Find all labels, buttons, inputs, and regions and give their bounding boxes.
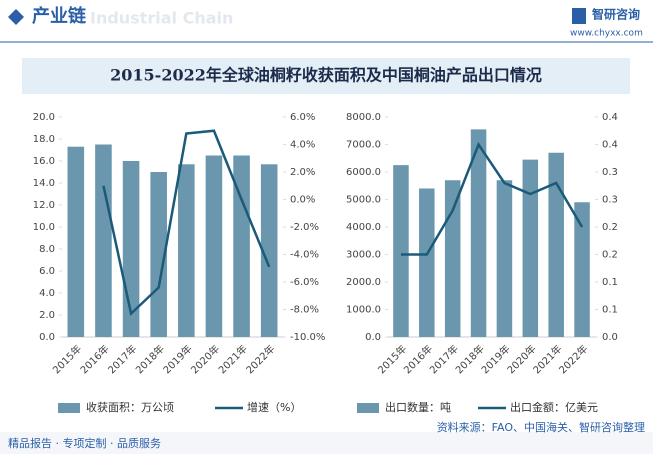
source: 资料来源：FAO、中国海关、智研咨询整理 xyxy=(437,420,645,434)
y-tick-label: 6.0 xyxy=(39,266,55,277)
line xyxy=(400,141,584,256)
bar xyxy=(444,180,461,337)
bar xyxy=(178,164,195,337)
y2-tick-label: 0.2 xyxy=(602,222,618,233)
y-tick-label: 18.0 xyxy=(33,134,55,145)
chart-title: 2015-2022年全球油桐籽收获面积及中国桐油产品出口情况 xyxy=(110,66,542,85)
legend-label: 出口金额：亿美元 xyxy=(510,400,598,414)
y2-tick-label: -6.0% xyxy=(290,277,319,288)
footer-bg xyxy=(0,432,653,454)
y2-tick-label: 0.0% xyxy=(290,195,315,206)
bar xyxy=(548,152,564,337)
y-tick-label: 6000.0 xyxy=(346,167,381,178)
y2-tick-label: 0.4 xyxy=(602,140,618,151)
bar xyxy=(522,159,539,337)
footer-left: 精品报告 · 专项定制 · 品质服务 xyxy=(8,436,161,450)
bar xyxy=(393,165,409,337)
bar xyxy=(260,164,278,337)
y-tick-label: 12.0 xyxy=(33,200,55,211)
bar xyxy=(95,144,112,337)
url: www.chyxx.com xyxy=(570,29,643,39)
y-tick-label: 7000.0 xyxy=(346,140,381,151)
y2-tick-label: 6.0% xyxy=(290,112,315,123)
y2-tick-label: -2.0% xyxy=(290,222,319,233)
y2-tick-label: -10.0% xyxy=(290,332,325,343)
legend-label: 收获面积：万公顷 xyxy=(86,400,174,414)
y2-tick-label: 0.4 xyxy=(602,112,618,123)
y2-tick-label: -4.0% xyxy=(290,250,319,261)
legend-label: 增速（%） xyxy=(247,400,301,414)
y-tick-label: 2.0 xyxy=(39,310,55,321)
bar xyxy=(233,155,250,337)
line xyxy=(102,129,271,317)
y-tick-label: 1000.0 xyxy=(346,305,381,316)
legend-swatch xyxy=(58,403,80,413)
header-title: 产业链 xyxy=(32,5,87,27)
bar xyxy=(205,155,223,337)
y-tick-label: 8000.0 xyxy=(346,112,381,123)
y-tick-label: 8.0 xyxy=(39,244,55,255)
logo-icon xyxy=(572,8,586,24)
y2-tick-label: 0.0 xyxy=(602,332,618,343)
y-tick-label: 4000.0 xyxy=(346,222,381,233)
y-tick-label: 2000.0 xyxy=(346,277,381,288)
y-tick-label: 20.0 xyxy=(33,112,55,123)
diamond xyxy=(8,9,24,25)
header-watermark: Industrial Chain xyxy=(90,9,233,28)
bar xyxy=(150,172,167,337)
title-box xyxy=(22,58,630,94)
y-tick-label: 10.0 xyxy=(33,222,55,233)
y-tick-label: 0.0 xyxy=(39,332,55,343)
brand: 智研咨询 xyxy=(591,7,640,22)
y2-tick-label: 0.1 xyxy=(602,305,618,316)
y2-tick-label: 0.1 xyxy=(602,277,618,288)
y2-tick-label: 2.0% xyxy=(290,167,315,178)
bar xyxy=(574,202,590,337)
y-tick-label: 3000.0 xyxy=(346,250,381,261)
y2-tick-label: 0.2 xyxy=(602,250,618,261)
bar xyxy=(470,129,487,337)
y2-tick-label: 0.3 xyxy=(602,167,618,178)
y-tick-label: 4.0 xyxy=(39,288,55,299)
bar xyxy=(496,180,513,337)
legend-label: 出口数量：吨 xyxy=(385,400,451,414)
bar xyxy=(67,146,85,337)
y2-tick-label: 4.0% xyxy=(290,140,315,151)
y-tick-label: 5000.0 xyxy=(346,195,381,206)
y2-tick-label: 0.3 xyxy=(602,195,618,206)
y-tick-label: 0.0 xyxy=(365,332,381,343)
bar xyxy=(419,188,435,337)
legend-swatch xyxy=(357,403,379,413)
y-tick-label: 14.0 xyxy=(33,178,55,189)
y-tick-label: 16.0 xyxy=(33,156,55,167)
y2-tick-label: -8.0% xyxy=(290,305,319,316)
